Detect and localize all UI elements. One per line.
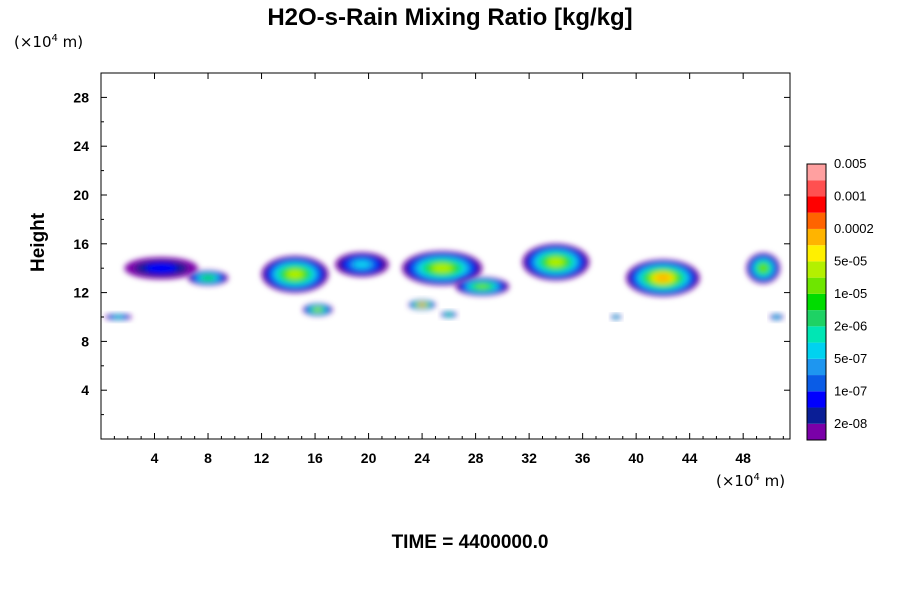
colorbar-frame: [806, 163, 827, 441]
colorbar-swatch: [807, 310, 826, 327]
colorbar-swatch: [807, 407, 826, 424]
x-axis: 4 8 12 16 20 24 28 32 36 40 44 48: [113, 73, 784, 466]
cloud-contour: [419, 303, 425, 306]
colorbar-swatch: [807, 277, 826, 294]
colorbar-label: 1e-05: [834, 286, 867, 301]
cloud-cluster: [261, 255, 329, 293]
x-tick-label: 40: [628, 450, 644, 466]
plot-frame: [100, 72, 791, 440]
colorbar: 2e-08 1e-07 5e-07 2e-06 1e-05 5e-05 0.0002 0.00…: [806, 156, 874, 441]
x-tick-label: 16: [307, 450, 323, 466]
x-tick-label: 48: [735, 450, 751, 466]
colorbar-label: 1e-07: [834, 383, 867, 398]
cloud-contour: [446, 313, 451, 316]
y-tick-label: 4: [81, 382, 89, 398]
cloud-cluster: [440, 311, 457, 318]
x-tick-label: 4: [151, 450, 159, 466]
colorbar-swatch: [807, 358, 826, 376]
y-axis-unit: (×104 m): [14, 33, 84, 51]
cloud-cluster: [335, 252, 389, 277]
cloud-contour: [287, 270, 303, 279]
cloud-contour: [433, 264, 452, 273]
colorbar-label: 0.0002: [834, 221, 874, 236]
cloud-contour: [476, 284, 489, 289]
y-tick-label: 24: [73, 138, 89, 154]
chart-title: H2O-s-Rain Mixing Ratio [kg/kg]: [267, 4, 633, 31]
colorbar-swatch: [807, 326, 826, 343]
colorbar-swatch: [807, 293, 826, 311]
colorbar-swatch: [807, 164, 826, 181]
cloud-contour: [614, 316, 618, 318]
colorbar-swatch: [807, 375, 826, 392]
cloud-cluster: [746, 252, 780, 284]
x-tick-label: 36: [575, 450, 591, 466]
x-tick-label: 12: [254, 450, 270, 466]
x-tick-label: 20: [361, 450, 377, 466]
cloud-cluster: [626, 259, 700, 297]
cloud-cluster: [105, 313, 132, 321]
cloud-layer: [105, 243, 784, 321]
y-tick-label: 16: [73, 236, 89, 252]
cloud-contour: [759, 264, 768, 272]
cloud-contour: [654, 274, 671, 282]
cloud-contour: [145, 263, 178, 273]
y-axis: 4 8 12 16 20 24 28: [73, 89, 790, 416]
x-tick-label: 28: [468, 450, 484, 466]
cloud-cluster: [522, 243, 590, 281]
x-tick-label: 44: [682, 450, 698, 466]
y-tick-label: 20: [73, 187, 89, 203]
time-label: TIME = 4400000.0: [391, 532, 549, 553]
cloud-cluster: [408, 299, 436, 310]
x-tick-label: 32: [521, 450, 537, 466]
colorbar-label: 0.001: [834, 188, 867, 203]
colorbar-swatch: [807, 228, 826, 246]
colorbar-swatch: [807, 212, 826, 229]
y-tick-label: 12: [73, 285, 89, 301]
cloud-contour: [354, 260, 370, 269]
colorbar-label: 5e-07: [834, 351, 867, 366]
cloud-cluster: [187, 270, 229, 286]
cloud-cluster: [402, 251, 483, 286]
cloud-cluster: [124, 257, 198, 280]
colorbar-label: 0.005: [834, 156, 867, 171]
colorbar-swatch: [807, 196, 826, 213]
cloud-contour: [314, 308, 322, 312]
colorbar-label: 2e-06: [834, 318, 867, 333]
x-tick-label: 8: [204, 450, 212, 466]
colorbar-label: 5e-05: [834, 253, 867, 268]
x-tick-label: 24: [414, 450, 430, 466]
cloud-contour: [548, 257, 564, 267]
cloud-contour: [774, 316, 779, 318]
x-axis-unit: (×104 m): [716, 472, 786, 490]
cloud-cluster: [303, 303, 333, 316]
y-tick-label: 8: [81, 333, 89, 349]
colorbar-label: 2e-08: [834, 416, 867, 431]
colorbar-swatch: [807, 423, 826, 440]
colorbar-swatch: [807, 391, 826, 408]
colorbar-swatch: [807, 342, 826, 359]
colorbar-swatch: [807, 261, 826, 278]
cloud-cluster: [610, 314, 622, 320]
cloud-contour: [203, 276, 213, 280]
colorbar-swatch: [807, 180, 826, 197]
y-tick-label: 28: [73, 89, 89, 105]
colorbar-swatch: [807, 245, 826, 262]
cloud-contour: [114, 316, 123, 318]
cloud-cluster: [455, 277, 510, 296]
cloud-cluster: [769, 313, 784, 321]
